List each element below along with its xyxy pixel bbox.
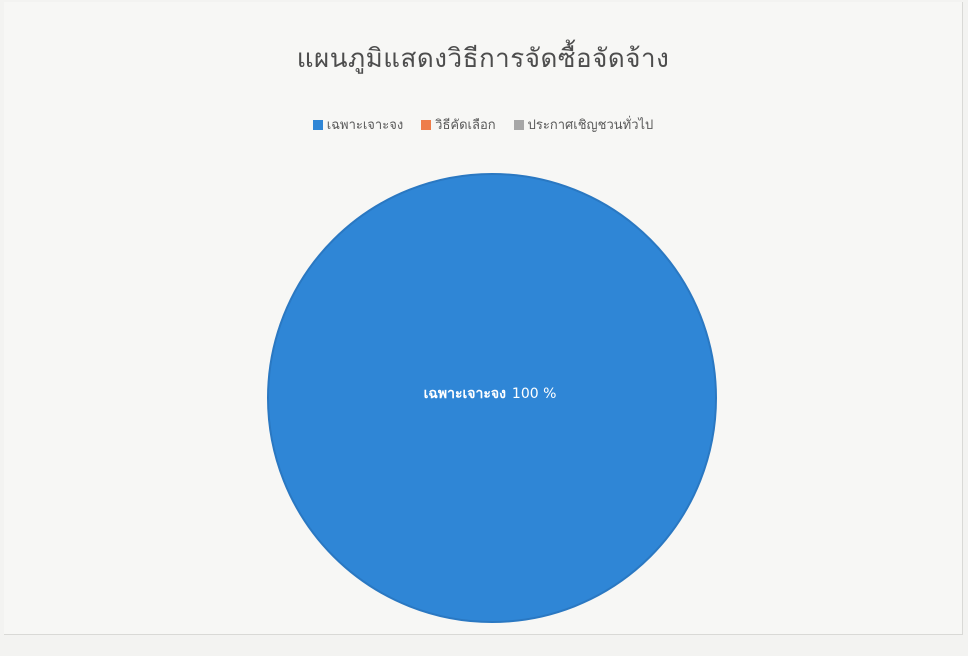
pie-slices — [267, 173, 717, 623]
legend-swatch-selection — [421, 119, 432, 130]
slice-label-specific: เฉพาะเจาะจง 100 % — [424, 386, 557, 402]
legend: เฉพาะเจาะจง วิธีคัดเลือก ประกาศเชิญชวนทั… — [4, 114, 962, 135]
legend-item-selection: วิธีคัดเลือก — [421, 114, 496, 135]
legend-label-specific: เฉพาะเจาะจง — [326, 118, 404, 133]
pie-chart: เฉพาะเจาะจง 100 % — [267, 173, 717, 623]
slice-label-category: เฉพาะเจาะจง — [424, 386, 507, 402]
legend-swatch-general-invitation — [513, 119, 524, 130]
slice-label-value: 100 % — [512, 386, 556, 402]
legend-label-selection: วิธีคัดเลือก — [435, 118, 496, 133]
legend-label-general-invitation: ประกาศเชิญชวนทั่วไป — [527, 118, 654, 133]
legend-swatch-specific — [312, 119, 323, 130]
pie-slice-0 — [267, 173, 717, 623]
chart-area: แผนภูมิแสดงวิธีการจัดซื้อจัดจ้าง เฉพาะเจ… — [4, 2, 963, 635]
legend-item-specific: เฉพาะเจาะจง — [312, 114, 404, 135]
chart-title: แผนภูมิแสดงวิธีการจัดซื้อจัดจ้าง — [296, 44, 670, 74]
legend-item-general-invitation: ประกาศเชิญชวนทั่วไป — [513, 114, 654, 135]
